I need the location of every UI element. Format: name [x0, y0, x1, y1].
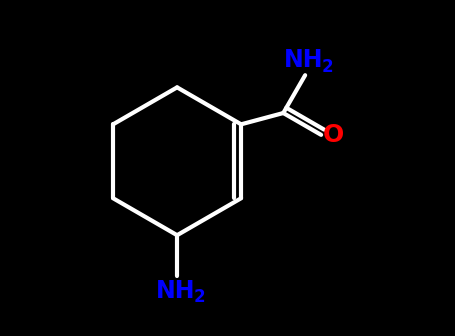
Text: 2: 2: [193, 288, 205, 306]
Text: NH: NH: [156, 279, 195, 303]
Text: O: O: [322, 123, 344, 147]
Text: NH: NH: [284, 48, 323, 72]
Text: 2: 2: [321, 58, 333, 76]
